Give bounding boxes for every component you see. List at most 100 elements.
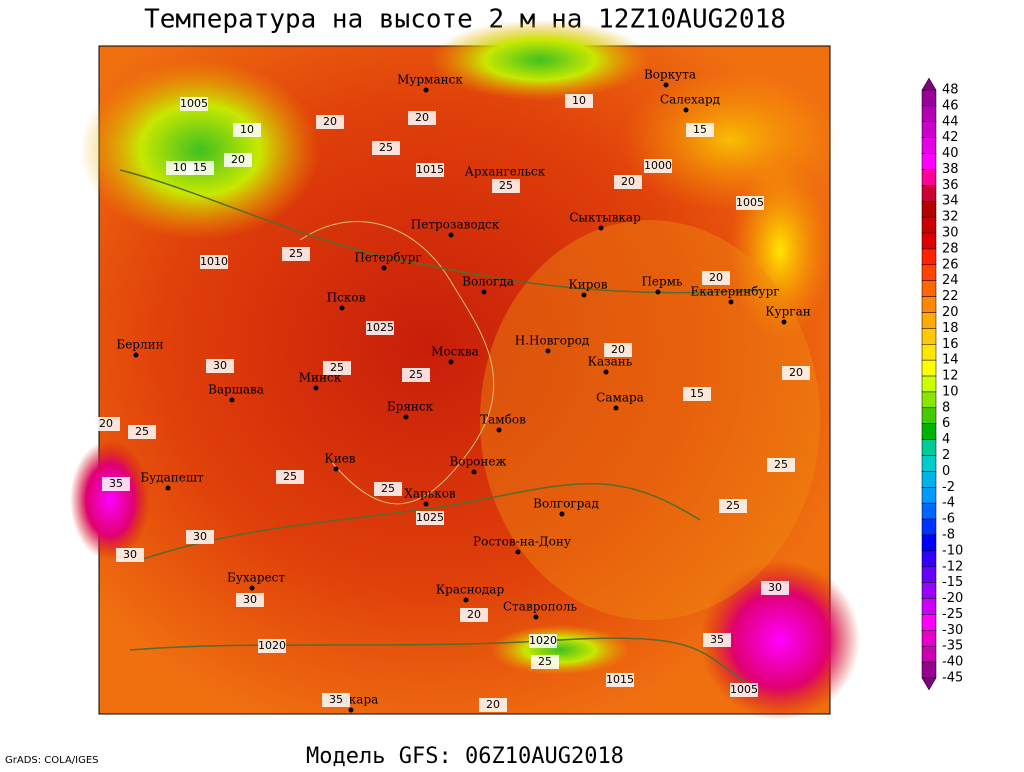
contour-label-box (402, 368, 430, 382)
colorbar-cap (921, 677, 937, 691)
city-label: Варшава (208, 383, 264, 397)
city-label: Сыктывкар (569, 211, 641, 225)
colorbar-label: 12 (942, 369, 959, 384)
city-dot (559, 511, 565, 517)
colorbar-swatch (921, 280, 937, 297)
contour-label: 30 (243, 593, 257, 606)
contour-label: 1005 (180, 97, 208, 110)
contour-label: 1020 (529, 634, 557, 647)
contour-label: 25 (774, 458, 788, 471)
contour-label-box (323, 361, 351, 375)
colorbar-label: -2 (942, 480, 955, 495)
contour-label: 10 (572, 94, 586, 107)
contour-label: 25 (726, 499, 740, 512)
city-dot (515, 549, 521, 555)
contour-label-box (316, 115, 344, 129)
colorbar-label: -8 (942, 527, 955, 542)
city-label: Брянск (387, 400, 434, 414)
colorbar-label: -20 (942, 591, 963, 606)
colorbar-label: 26 (942, 257, 959, 272)
contour-label-box (761, 581, 789, 595)
colorbar-swatch (921, 121, 937, 138)
city-label: Казань (588, 355, 633, 369)
colorbar-swatch (921, 359, 937, 377)
contour-label-box (372, 141, 400, 155)
colorbar-label: -10 (942, 543, 963, 558)
city-dot (655, 289, 661, 295)
colorbar-swatch (921, 518, 937, 536)
city-label: Петрозаводск (411, 218, 500, 232)
contour-label-box (233, 123, 261, 137)
colorbar-label: 18 (942, 321, 959, 336)
colorbar-swatch (921, 455, 937, 472)
colorbar-label: 32 (942, 210, 959, 225)
contour-label: 25 (135, 425, 149, 438)
city-label: Харьков (404, 487, 456, 501)
colorbar-swatch (921, 89, 937, 107)
city-label: Екатеринбург (690, 285, 779, 299)
contour-label: 1005 (736, 196, 764, 209)
city-label: Будапешт (140, 471, 204, 485)
contour-label: 20 (231, 153, 245, 166)
contour-label-box (614, 175, 642, 189)
city-label: Волгоград (533, 497, 599, 511)
colorbar-swatch (921, 248, 937, 266)
colorbar-swatch (921, 598, 937, 615)
contour-label-box (460, 608, 488, 622)
city-label: Курган (765, 305, 810, 319)
contour-label: 25 (409, 368, 423, 381)
city-label: Воркута (644, 68, 696, 82)
colorbar-label: 6 (942, 416, 950, 431)
contour-label-box (736, 196, 764, 210)
city-label: Киров (569, 278, 608, 292)
contour-label-box (531, 655, 559, 669)
contour-label-box (416, 511, 444, 525)
colorbar-label: 38 (942, 162, 959, 177)
city-label: Пермь (641, 275, 683, 289)
city-dot (663, 82, 669, 88)
city-dot (545, 348, 551, 354)
contour-label: 20 (99, 417, 113, 430)
colorbar-label: 8 (942, 400, 950, 415)
contour-label-box (236, 593, 264, 607)
contour-label: 25 (538, 655, 552, 668)
contour-label: 10 (173, 161, 187, 174)
colorbar-swatch (921, 105, 937, 123)
city-label: Псков (327, 291, 366, 305)
colorbar-swatch (921, 169, 937, 186)
colorbar-label: -30 (942, 623, 963, 638)
colorbar-swatch (921, 439, 937, 456)
contour-label-box (492, 179, 520, 193)
city-label: Тамбов (480, 413, 526, 427)
contour-label-box (719, 499, 747, 513)
contour-label: 25 (379, 141, 393, 154)
city-dot (313, 385, 319, 391)
city-dot (448, 359, 454, 365)
colorbar-label: 30 (942, 226, 959, 241)
contour-label-box (186, 530, 214, 544)
contour-label-box (224, 153, 252, 167)
contour-label: 1020 (258, 639, 286, 652)
city-label: Салехард (660, 93, 720, 107)
colorbar-label: 42 (942, 130, 959, 145)
colorbar-swatch (921, 296, 937, 313)
city-dot (683, 107, 689, 113)
colorbar-label: 14 (942, 353, 959, 368)
contour-label: 10 (240, 123, 254, 136)
city-label: Самара (596, 391, 644, 405)
colorbar-label: 44 (942, 114, 959, 129)
city-label: Ставрополь (503, 600, 577, 614)
contour-label: 1005 (730, 683, 758, 696)
contour-label: 1025 (416, 511, 444, 524)
city-dot (348, 707, 354, 713)
city-dot (165, 485, 171, 491)
city-dot (581, 292, 587, 298)
contour-label: 30 (213, 359, 227, 372)
contour-label: 20 (415, 111, 429, 124)
colorbar-swatch (921, 185, 937, 202)
city-dot (496, 427, 502, 433)
contour-label: 20 (323, 115, 337, 128)
credit: GrADS: COLA/IGES (5, 755, 99, 766)
city-label: Воронеж (449, 455, 506, 469)
colorbar-label: -4 (942, 496, 955, 511)
